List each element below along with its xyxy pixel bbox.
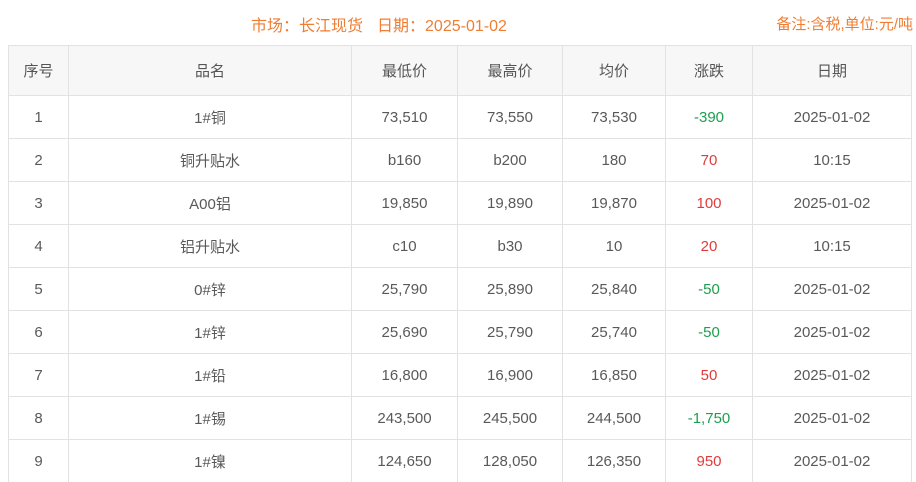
product-name: 铜升贴水 [68,138,352,182]
product-name: 铝升贴水 [68,224,352,268]
product-name: A00铝 [68,181,352,225]
row-index: 6 [8,310,69,354]
table-row: 8 1#锡 243,500 245,500 244,500 -1,750 2025-01-0… [8,396,912,440]
table-row: 6 1#锌 25,690 25,790 25,740 -50 2025-01-02 [8,310,912,354]
low-price: b160 [351,138,458,182]
low-price: c10 [351,224,458,268]
high-price: 16,900 [457,353,563,397]
high-price: b30 [457,224,563,268]
change-value: 20 [665,224,753,268]
avg-price: 244,500 [562,396,666,440]
row-index: 3 [8,181,69,225]
avg-price: 19,870 [562,181,666,225]
low-price: 25,790 [351,267,458,311]
high-price: 19,890 [457,181,563,225]
row-index: 9 [8,439,69,482]
table-row: 4 铝升贴水 c10 b30 10 20 10:15 [8,224,912,268]
product-name: 1#铅 [68,353,352,397]
table-head: 序号 品名 最低价 最高价 均价 涨跌 日期 [8,45,912,96]
price-table: 序号 品名 最低价 最高价 均价 涨跌 日期 1 1#铜 73,510 73,550 73,530-… [8,45,912,482]
low-price: 243,500 [351,396,458,440]
page-title: 市场：长江现货 日期：2025-01-02 [251,12,507,36]
date-value: 10:15 [752,224,912,268]
market-label: 市场：长江现货 [251,18,364,35]
table-row: 3 A00铝 19,850 19,890 19,870 100 2025-01-02 [8,181,912,225]
column-header-2: 最低价 [351,45,458,96]
column-header-5: 涨跌 [665,45,753,96]
product-name: 1#镍 [68,439,352,482]
change-value: -1,750 [665,396,753,440]
avg-price: 73,530 [562,95,666,139]
date-value: 2025-01-02 [752,181,912,225]
date-value: 2025-01-02 [752,396,912,440]
low-price: 16,800 [351,353,458,397]
change-value: -390 [665,95,753,139]
low-price: 19,850 [351,181,458,225]
table-row: 9 1#镍 124,650 128,050 126,350 950 2025-01-02 [8,439,912,482]
high-price: 245,500 [457,396,563,440]
avg-price: 180 [562,138,666,182]
low-price: 124,650 [351,439,458,482]
table-body: 1 1#铜 73,510 73,550 73,530 -390 2025-01-02 2 铜升贴… [8,95,912,482]
table-header-row: 序号 品名 最低价 最高价 均价 涨跌 日期 [8,45,912,96]
avg-price: 10 [562,224,666,268]
change-value: 950 [665,439,753,482]
product-name: 0#锌 [68,267,352,311]
product-name: 1#锡 [68,396,352,440]
column-header-0: 序号 [8,45,69,96]
date-value: 2025-01-02 [752,439,912,482]
low-price: 73,510 [351,95,458,139]
row-index: 1 [8,95,69,139]
date-value: 2025-01-02 [752,310,912,354]
product-name: 1#锌 [68,310,352,354]
row-index: 7 [8,353,69,397]
change-value: -50 [665,267,753,311]
change-value: 70 [665,138,753,182]
avg-price: 25,840 [562,267,666,311]
table-row: 2 铜升贴水 b160 b200 180 70 10:15 [8,138,912,182]
date-value: 10:15 [752,138,912,182]
high-price: 25,890 [457,267,563,311]
avg-price: 126,350 [562,439,666,482]
low-price: 25,690 [351,310,458,354]
date-value: 2025-01-02 [752,267,912,311]
high-price: 128,050 [457,439,563,482]
date-value: 2025-01-02 [752,95,912,139]
change-value: -50 [665,310,753,354]
date-label: 日期：2025-01-02 [377,18,507,35]
table-row: 1 1#铜 73,510 73,550 73,530 -390 2025-01-02 [8,95,912,139]
table-row: 5 0#锌 25,790 25,890 25,840 -50 2025-01-02 [8,267,912,311]
row-index: 5 [8,267,69,311]
page-header: 市场：长江现货 日期：2025-01-02 备注:含税,单位:元/吨 [0,0,916,45]
table-row: 7 1#铅 16,800 16,900 16,850 50 2025-01-02 [8,353,912,397]
change-value: 50 [665,353,753,397]
column-header-4: 均价 [562,45,666,96]
column-header-6: 日期 [752,45,912,96]
row-index: 4 [8,224,69,268]
date-value: 2025-01-02 [752,353,912,397]
column-header-1: 品名 [68,45,352,96]
avg-price: 25,740 [562,310,666,354]
column-header-3: 最高价 [457,45,563,96]
high-price: 25,790 [457,310,563,354]
unit-note: 备注:含税,单位:元/吨 [776,16,913,33]
row-index: 8 [8,396,69,440]
product-name: 1#铜 [68,95,352,139]
row-index: 2 [8,138,69,182]
high-price: 73,550 [457,95,563,139]
high-price: b200 [457,138,563,182]
avg-price: 16,850 [562,353,666,397]
change-value: 100 [665,181,753,225]
